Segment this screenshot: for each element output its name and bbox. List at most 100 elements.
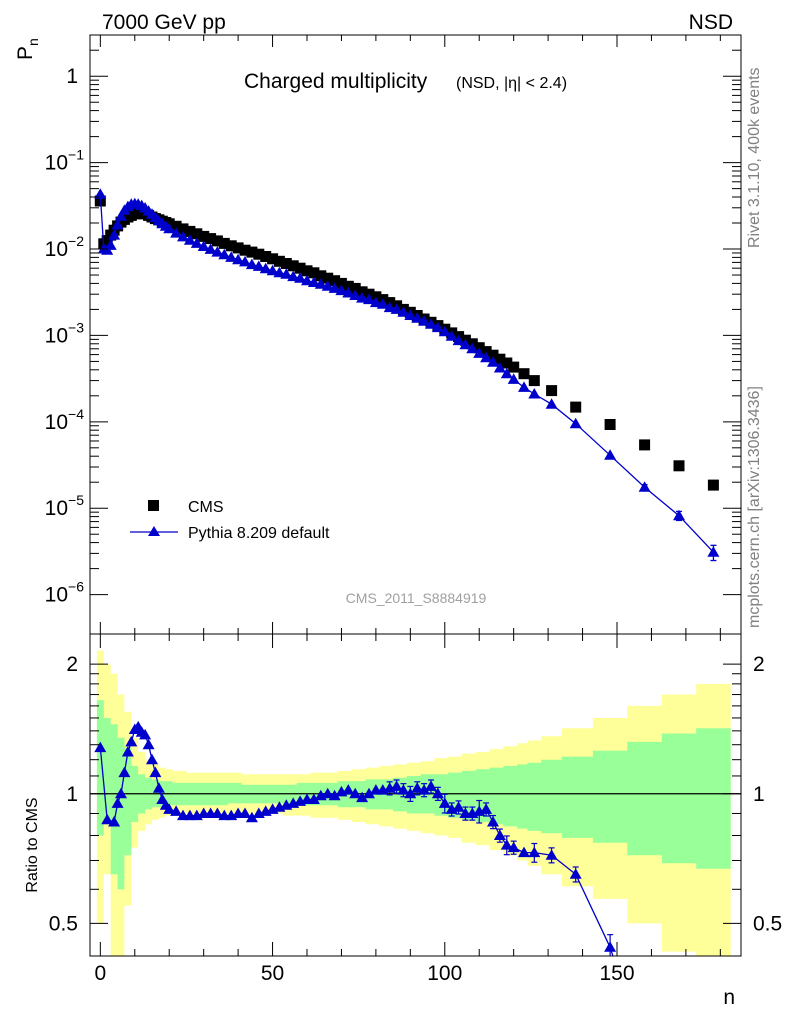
pythia-point [170,227,183,238]
ratio-point [328,789,341,801]
side-label-rivet: Rivet 3.1.10, 400k events [746,67,763,248]
cms-point [170,220,182,232]
pythia-point [445,330,458,341]
pythia-point [104,239,117,250]
pythia-point [287,270,300,282]
pythia-point [397,306,410,317]
legend-marker-pythia [148,526,160,536]
cms-point [239,244,251,256]
cms-point [501,357,513,369]
cms-point [260,251,272,262]
y-tick-label-base: 10 [45,324,68,347]
ratio-point [569,868,582,879]
pythia-point [259,262,272,274]
ratio-point [411,782,424,793]
pythia-point [369,296,382,308]
ratio-point [500,839,513,850]
pythia-point [390,303,403,314]
pythia-point [480,351,493,363]
y-tick-label-exp: −4 [68,406,84,422]
y-tick-label-base: 10 [45,238,68,261]
pythia-point [307,276,320,287]
pythia-point [273,266,286,278]
y-tick-label-base: 10 [45,411,68,434]
x-tick-label: 0 [94,962,106,985]
ratio-panel-content: 0.5 0.5 1 1 2 2 0 50 100 150 [49,633,782,985]
ratio-point [108,816,121,827]
pythia-point [528,388,541,399]
band-group [96,650,731,956]
pythia-point [294,272,307,283]
cms-point [604,419,616,430]
ratio-point [139,728,152,740]
cms-point [198,230,210,242]
pythia-point [301,274,313,286]
cms-point [246,246,258,258]
pythia-point [376,298,389,309]
ratio-point [363,787,375,799]
ratio-point [418,784,431,795]
pythia-point [245,258,258,270]
cms-point [184,225,196,237]
y-tick-label-base: 10 [45,497,68,520]
ratio-point [493,829,506,840]
pythia-point [466,342,479,354]
pythia-point [342,287,355,298]
pythia-point [452,334,465,346]
pythia-point [425,318,437,329]
pythia-point [349,289,362,300]
cms-point [211,235,223,247]
pythia-point [94,188,107,199]
ratio-point [146,753,158,765]
pythia-point [252,260,265,271]
y-axis-label-ratio: Ratio to CMS [24,797,41,892]
pythia-point [638,481,651,492]
x-axis-label: n [723,986,735,1009]
pythia-point [507,373,520,384]
ratio-y-tick-label-left: 2 [66,653,78,676]
pythia-point [545,398,558,409]
pythia-point [473,347,486,358]
y-axis-label-main: Pn [14,38,41,60]
ratio-panel-frame [89,633,742,957]
ratio-point [170,805,183,816]
ratio-y-tick-label-right: 0.5 [753,912,782,935]
legend-marker-cms [148,500,159,511]
pythia-point [190,237,203,248]
ratio-point [142,738,155,750]
pythia-point [493,362,506,373]
y-tick-label-base: 10 [45,584,68,607]
pythia-point [321,280,334,291]
cms-point [253,248,265,260]
pythia-point [487,356,499,367]
pythia-point [111,218,124,230]
y-tick-label: 10−3 [45,319,85,347]
ratio-point [528,846,541,858]
pythia-point [266,264,279,276]
pythia-point [363,293,375,305]
ratio-point [507,841,520,853]
ratio-point [452,801,465,812]
ratio-point [480,803,493,814]
cms-point [218,237,230,249]
pythia-point [411,312,424,323]
ratio-point [101,813,114,825]
ratio-y-tick-label-left: 1 [66,783,78,806]
ratio-point [518,846,530,858]
y-tick-label-base: 10 [45,152,68,175]
y-axis-label-main-base: P [14,46,37,60]
cms-point [205,233,217,245]
ratio-point [425,780,437,791]
pythia-point [232,253,245,265]
cms-point [191,228,203,240]
cms-point [287,260,299,272]
ratio-y-tick-label-right: 2 [753,653,765,676]
y-tick-label: 10−6 [45,579,85,607]
ratio-point [152,782,165,793]
cms-point [177,223,189,235]
pythia-point [314,278,327,289]
cms-point [487,349,499,361]
y-tick-label: 10−2 [45,233,85,261]
main-title: Charged multiplicity [244,70,428,93]
